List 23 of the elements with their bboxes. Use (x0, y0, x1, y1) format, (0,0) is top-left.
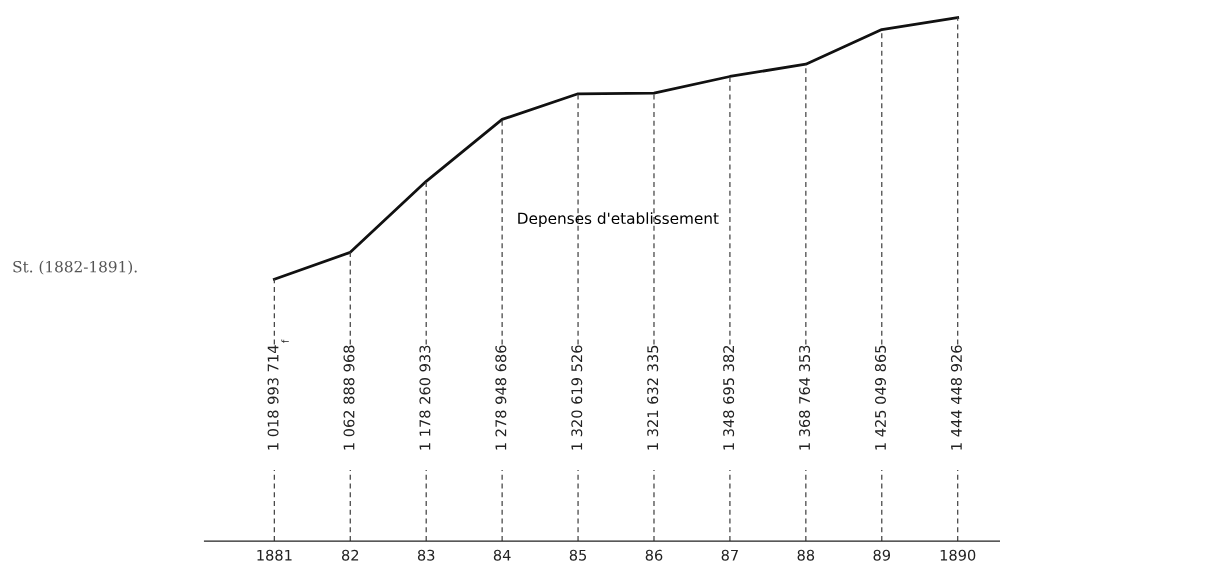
data-label: 1 018 993 714 (267, 345, 279, 450)
annotation: Depenses d'etablissement (518, 212, 719, 228)
x-tick-label: 88 (797, 549, 815, 561)
data-label: 1 062 888 968 (343, 345, 355, 450)
x-tick-label: 83 (417, 549, 435, 561)
x-tick-label: 85 (569, 549, 587, 561)
x-tick-label: 84 (493, 549, 511, 561)
data-label: 1 178 260 933 (419, 345, 431, 450)
data-label: 1 368 764 353 (799, 345, 811, 450)
text: f (281, 339, 289, 343)
data-label: 1 348 695 382 (723, 345, 735, 450)
x-tick-label: 1890 (940, 549, 976, 561)
data-label: 1 278 948 686 (495, 345, 507, 450)
text: St. (1882-1891). (13, 260, 137, 275)
x-tick-label: 1881 (257, 549, 292, 561)
x-tick-label: 82 (341, 549, 359, 561)
data-label: 1 320 619 526 (571, 345, 583, 450)
data-label: 1 321 632 335 (647, 345, 659, 450)
x-tick-label: 87 (721, 549, 738, 561)
x-tick-label: 89 (873, 549, 891, 561)
data-label: 1 444 448 926 (950, 345, 962, 450)
data-label: 1 425 049 865 (874, 345, 886, 450)
x-tick-label: 86 (645, 549, 663, 561)
